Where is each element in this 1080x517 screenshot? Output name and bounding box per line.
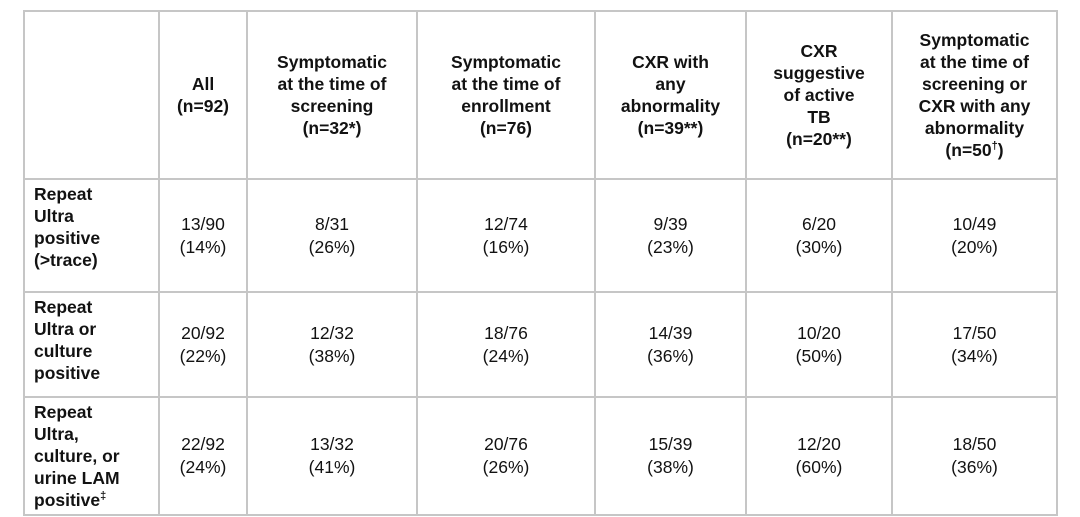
percent-value: (23%) xyxy=(647,236,694,257)
column-header-symptomatic-or-cxr: Symptomatic at the time of screening or … xyxy=(891,10,1058,180)
percent-value: (50%) xyxy=(795,345,843,366)
table-row-repeat-ultra-positive: Repeat Ultra positive (>trace) 13/90 (14%… xyxy=(23,178,1058,293)
data-cell: 20/76 (26%) xyxy=(416,396,596,516)
fraction-value: 18/50 xyxy=(952,434,997,454)
data-cell: 22/92 (24%) xyxy=(158,396,248,516)
percent-value: (38%) xyxy=(308,345,356,366)
data-cell: 13/32 (41%) xyxy=(246,396,418,516)
percent-value: (36%) xyxy=(951,457,998,477)
percent-value: (16%) xyxy=(482,236,530,257)
fraction-value: 8/31 xyxy=(314,213,350,234)
percent-value: (38%) xyxy=(647,457,694,477)
row-label-text: Repeat Ultra, culture, or urine LAM posi… xyxy=(34,402,120,510)
percent-value: (22%) xyxy=(179,345,227,366)
corner-cell xyxy=(23,10,160,180)
data-cell: 6/20 (30%) xyxy=(745,178,893,293)
data-cell: 18/50 (36%) xyxy=(891,396,1058,516)
percent-value: (26%) xyxy=(482,457,530,477)
fraction-value: 10/20 xyxy=(797,322,841,343)
percent-value: (60%) xyxy=(795,457,843,477)
table-row-repeat-ultra-or-culture-positive: Repeat Ultra or culture positive 20/92 (2… xyxy=(23,291,1058,398)
data-cell: 18/76 (24%) xyxy=(416,291,596,398)
data-cell: 10/49 (20%) xyxy=(891,178,1058,293)
table-row-repeat-ultra-culture-or-lam-positive: Repeat Ultra, culture, or urine LAM posi… xyxy=(23,396,1058,516)
fraction-value: 10/49 xyxy=(952,213,997,234)
fraction-value: 12/20 xyxy=(797,434,841,454)
fraction-value: 20/76 xyxy=(484,434,528,454)
data-cell: 12/74 (16%) xyxy=(416,178,596,293)
percent-value: (14%) xyxy=(179,236,227,257)
column-header-text: Symptomatic at the time of screening or … xyxy=(918,30,1031,160)
header-row: All (n=92) Symptomatic at the time of sc… xyxy=(23,10,1058,180)
row-label-text: Repeat Ultra positive (>trace) xyxy=(34,184,101,270)
column-header-after: ) xyxy=(997,140,1004,160)
fraction-value: 17/50 xyxy=(952,322,997,343)
percent-value: (30%) xyxy=(795,236,843,257)
percent-value: (24%) xyxy=(482,345,530,366)
column-header-text: CXR suggestive of active TB (n=20**) xyxy=(773,41,865,149)
fraction-value: 9/39 xyxy=(653,213,688,234)
column-header-text: Symptomatic at the time of enrollment (n… xyxy=(451,52,561,138)
fraction-value: 20/92 xyxy=(181,322,225,343)
fraction-value: 12/32 xyxy=(310,322,354,343)
percent-value: (41%) xyxy=(308,457,356,477)
column-header-cxr-any-abnormality: CXR with any abnormality (n=39**) xyxy=(594,10,747,180)
fraction-value: 13/90 xyxy=(181,213,225,234)
column-header-symptomatic-enrollment: Symptomatic at the time of enrollment (n… xyxy=(416,10,596,180)
row-label-repeat-ultra-or-culture-positive: Repeat Ultra or culture positive xyxy=(23,291,160,398)
row-label-repeat-ultra-positive: Repeat Ultra positive (>trace) xyxy=(23,178,160,293)
column-header-text: All (n=92) xyxy=(176,74,230,116)
data-cell: 14/39 (36%) xyxy=(594,291,747,398)
data-cell: 20/92 (22%) xyxy=(158,291,248,398)
column-header-text: CXR with any abnormality (n=39**) xyxy=(620,52,721,138)
row-label-text: Repeat Ultra or culture positive xyxy=(34,297,101,383)
percent-value: (20%) xyxy=(951,236,998,257)
column-header-text: Symptomatic at the time of screening (n=… xyxy=(277,52,387,138)
column-header-cxr-active-tb: CXR suggestive of active TB (n=20**) xyxy=(745,10,893,180)
column-header-dagger-sup: † xyxy=(991,140,998,153)
data-cell: 10/20 (50%) xyxy=(745,291,893,398)
row-label-double-dagger-sup: ‡ xyxy=(100,490,107,503)
fraction-value: 6/20 xyxy=(801,213,837,234)
data-cell: 8/31 (26%) xyxy=(246,178,418,293)
data-cell: 12/32 (38%) xyxy=(246,291,418,398)
fraction-value: 12/74 xyxy=(484,213,528,234)
data-cell: 17/50 (34%) xyxy=(891,291,1058,398)
fraction-value: 15/39 xyxy=(648,434,693,454)
data-cell: 13/90 (14%) xyxy=(158,178,248,293)
fraction-value: 14/39 xyxy=(648,322,693,343)
percent-value: (34%) xyxy=(951,345,998,366)
column-header-all: All (n=92) xyxy=(158,10,248,180)
column-header-symptomatic-screening: Symptomatic at the time of screening (n=… xyxy=(246,10,418,180)
data-cell: 9/39 (23%) xyxy=(594,178,747,293)
percent-value: (24%) xyxy=(179,457,227,477)
row-label-repeat-ultra-culture-or-lam-positive: Repeat Ultra, culture, or urine LAM posi… xyxy=(23,396,160,516)
fraction-value: 13/32 xyxy=(310,434,354,454)
results-table: All (n=92) Symptomatic at the time of sc… xyxy=(23,10,1058,516)
fraction-value: 18/76 xyxy=(484,322,528,343)
percent-value: (26%) xyxy=(308,236,356,257)
data-cell: 15/39 (38%) xyxy=(594,396,747,516)
data-cell: 12/20 (60%) xyxy=(745,396,893,516)
percent-value: (36%) xyxy=(647,345,694,366)
fraction-value: 22/92 xyxy=(181,434,225,454)
